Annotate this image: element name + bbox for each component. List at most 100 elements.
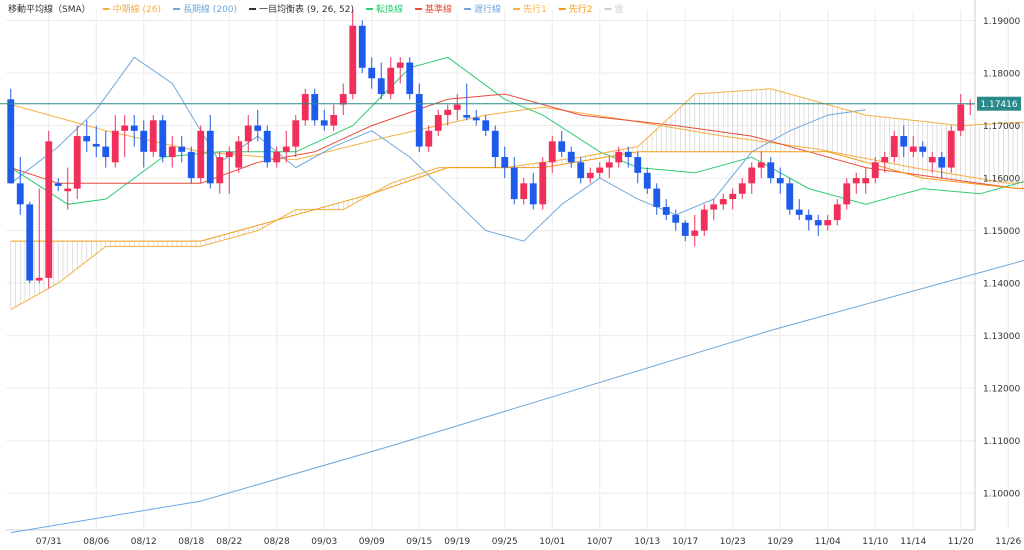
candle-down [938, 157, 946, 168]
candle-down [178, 146, 186, 152]
candle-up [273, 151, 281, 163]
candle-down [406, 62, 414, 95]
candle-down [767, 162, 775, 179]
candle-down [624, 151, 632, 158]
candle-down [814, 220, 822, 226]
candle-down [415, 94, 423, 147]
candle-up [700, 209, 708, 231]
candle-up [425, 130, 433, 147]
candle-down [102, 146, 110, 158]
candle-down [501, 157, 509, 168]
candle-up [957, 104, 965, 131]
grid [6, 0, 1009, 531]
legend-label: 雲 [615, 4, 624, 15]
candle-down [140, 130, 148, 152]
candle-up [719, 199, 727, 205]
line-中期線 (26) [10, 104, 1024, 184]
candle-down [54, 183, 62, 186]
candle-up [748, 167, 756, 184]
candle-up [928, 157, 936, 163]
legend-label: 移動平均線（SMA） [8, 3, 91, 15]
x-tick-label: 10/23 [720, 537, 746, 547]
candle-down [377, 78, 385, 95]
x-tick-label: 09/09 [359, 537, 385, 547]
candle-up [45, 141, 53, 278]
legend-label: 基準線 [425, 3, 452, 15]
candle-up [520, 183, 528, 200]
legend-label: 先行2 [569, 3, 593, 15]
candle-down [681, 222, 689, 236]
x-tick-label: 11/26 [995, 537, 1021, 547]
y-tick-label: 1.12000 [983, 385, 1020, 395]
candle-up [539, 162, 547, 205]
candle-up [738, 183, 746, 194]
y-axis: 1.19000 1.18000 1.17000 1.16000 1.15000 1.140… [983, 17, 1020, 500]
candle-up [833, 204, 841, 221]
x-tick-label: 09/03 [311, 537, 337, 547]
legend-label: 中期線 (26) [113, 3, 161, 15]
y-tick-label: 1.17000 [983, 122, 1020, 132]
candle-down [7, 99, 15, 184]
x-axis: 07/31 08/06 08/12 08/18 08/22 08/28 09/03 09/09… [36, 537, 1022, 547]
candle-up [339, 94, 347, 105]
candle-up [330, 115, 338, 126]
candle-up [301, 94, 309, 121]
candle-up [862, 178, 870, 184]
candle-up [909, 146, 917, 152]
candle-up [586, 172, 594, 179]
candle-down [92, 143, 100, 147]
candle-down [795, 209, 803, 215]
x-tick-label: 10/29 [767, 537, 793, 547]
candle-up [729, 193, 737, 200]
candle-down [463, 115, 471, 118]
x-tick-label: 10/01 [539, 537, 565, 547]
candle-up [225, 151, 233, 158]
candle-down [577, 162, 585, 179]
candle-up [444, 109, 452, 116]
x-tick-label: 09/19 [444, 537, 470, 547]
candle-up [947, 130, 955, 168]
candle-up [871, 162, 879, 179]
candle-down [26, 204, 34, 281]
candle-up [881, 157, 889, 163]
x-tick-label: 08/06 [83, 537, 109, 547]
candle-up [168, 146, 176, 158]
line-遅行線 [10, 56, 866, 242]
candle-up [434, 115, 442, 131]
candles [7, 10, 974, 289]
current-price-label: 1.17416 [980, 100, 1017, 110]
line-長期線 (200) [10, 259, 1024, 534]
candle-up [35, 277, 43, 281]
candle-down [662, 206, 670, 215]
candle-down [482, 120, 490, 131]
candle-up [710, 204, 718, 210]
line-先行2 [10, 151, 1024, 242]
x-tick-label: 08/12 [131, 537, 157, 547]
candle-up [605, 162, 613, 168]
candle-down [510, 167, 518, 200]
candle-up [197, 130, 205, 179]
x-tick-label: 09/15 [406, 537, 432, 547]
candle-down [786, 183, 794, 210]
candle-up [387, 67, 395, 95]
candle-up [548, 141, 556, 163]
candle-down [472, 117, 480, 121]
legend: 移動平均線（SMA） 中期線 (26) 長期線 (200) 一目均衡表 (9, 26,… [8, 3, 624, 15]
x-tick-label: 09/25 [492, 537, 518, 547]
candle-up [615, 151, 623, 163]
x-tick-label: 08/28 [264, 537, 290, 547]
legend-label: 遅行線 [474, 3, 501, 15]
candle-up [292, 120, 300, 147]
candle-up [244, 125, 252, 142]
candle-down [358, 25, 366, 68]
candle-up [757, 162, 765, 168]
x-tick-label: 10/17 [672, 537, 698, 547]
x-tick-label: 11/14 [900, 537, 926, 547]
candle-down [900, 136, 908, 147]
candle-up [282, 146, 290, 152]
indicator-lines [10, 56, 1024, 534]
candle-up [852, 178, 860, 184]
x-tick-label: 08/18 [178, 537, 204, 547]
current-price: 1.17416 [0, 96, 1021, 111]
